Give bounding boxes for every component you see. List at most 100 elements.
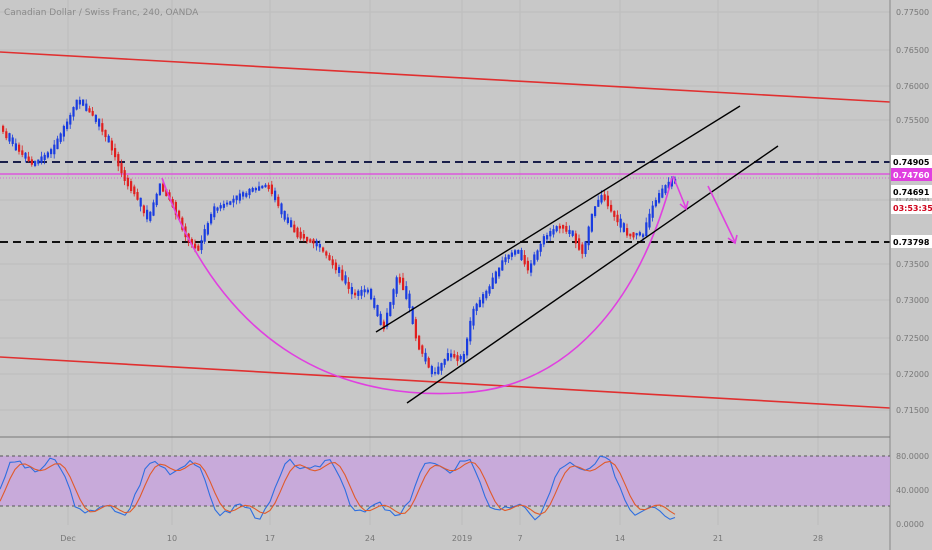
candle-body xyxy=(418,335,421,350)
channel-lower-line xyxy=(0,356,891,409)
candle-body xyxy=(520,249,523,261)
candle-body xyxy=(226,202,229,205)
candle-body xyxy=(635,233,638,236)
price-box xyxy=(891,201,932,214)
candle-body xyxy=(670,178,673,187)
oscillator-tick-label: 80.0000 xyxy=(896,452,929,461)
date-tick-label: 24 xyxy=(365,534,375,543)
price-box xyxy=(891,185,932,198)
price-box-label: 03:53:35 xyxy=(893,204,932,213)
candle-body xyxy=(43,154,46,161)
candle-body xyxy=(222,203,225,208)
candle-body xyxy=(357,290,360,296)
candle-body xyxy=(18,144,21,152)
candle-body xyxy=(578,238,581,250)
candle-body xyxy=(130,181,133,192)
candle-body xyxy=(149,211,152,221)
candle-body xyxy=(152,202,155,216)
candle-body xyxy=(78,99,81,105)
date-tick-label: 21 xyxy=(713,534,723,543)
date-tick-label: 7 xyxy=(517,534,522,543)
candle-body xyxy=(664,185,667,194)
candle-body xyxy=(405,286,408,299)
candle-body xyxy=(123,170,126,181)
candles xyxy=(2,96,677,378)
candle-body xyxy=(312,239,315,244)
candle-body xyxy=(344,275,347,284)
price-tick-label: 0.76000 xyxy=(896,82,929,91)
candle-body xyxy=(379,313,382,326)
candle-body xyxy=(645,222,648,237)
candle-body xyxy=(274,190,277,201)
candle-body xyxy=(117,154,120,167)
candle-body xyxy=(62,125,65,137)
candle-body xyxy=(648,213,651,228)
price-tick-label: 0.74500 xyxy=(896,196,929,205)
candle-body xyxy=(619,218,622,228)
candle-body xyxy=(334,262,337,271)
candle-body xyxy=(213,206,216,218)
candle-body xyxy=(475,303,478,311)
price-box-label: 0.74760 xyxy=(893,171,930,180)
date-tick-label: 2019 xyxy=(452,534,472,543)
candle-body xyxy=(190,238,193,246)
price-box xyxy=(891,155,932,168)
candle-body xyxy=(216,207,219,211)
price-box xyxy=(891,235,932,248)
candle-body xyxy=(325,251,328,256)
candle-body xyxy=(594,206,597,217)
candle-body xyxy=(72,107,75,117)
candle-body xyxy=(392,289,395,305)
rising-channel-upper xyxy=(375,105,741,333)
candle-body xyxy=(562,225,565,229)
candle-body xyxy=(450,353,453,358)
candle-body xyxy=(162,183,165,192)
date-tick-label: 14 xyxy=(615,534,625,543)
candle-body xyxy=(622,223,625,232)
candle-body xyxy=(232,198,235,203)
candle-body xyxy=(110,140,113,151)
candle-body xyxy=(472,308,475,326)
candle-body xyxy=(270,184,273,195)
candle-body xyxy=(277,196,280,207)
candle-body xyxy=(386,312,389,327)
candle-body xyxy=(11,137,14,144)
candle-body xyxy=(581,244,584,254)
candle-body xyxy=(354,292,357,296)
candle-body xyxy=(59,133,62,142)
candle-body xyxy=(82,99,85,106)
candle-body xyxy=(242,192,245,197)
candle-body xyxy=(514,250,517,255)
arrow-two-shaft xyxy=(707,185,736,243)
candle-body xyxy=(283,210,286,220)
price-tick-label: 0.71500 xyxy=(896,406,929,415)
candle-body xyxy=(376,305,379,317)
candle-body xyxy=(50,149,53,155)
oscillator-band xyxy=(0,456,890,506)
candle-body xyxy=(101,123,104,132)
candle-body xyxy=(360,289,363,296)
date-tick-label: 17 xyxy=(265,534,275,543)
candle-body xyxy=(267,184,270,190)
candle-body xyxy=(523,255,526,265)
candle-body xyxy=(462,353,465,362)
candle-body xyxy=(613,211,616,217)
candle-body xyxy=(315,240,318,247)
oscillator-panel: 80.0000 40.0000 0.0000 xyxy=(0,436,929,529)
candle-body xyxy=(478,299,481,308)
candle-body xyxy=(507,254,510,260)
level-lines xyxy=(0,161,890,243)
candle-body xyxy=(443,359,446,365)
candle-body xyxy=(555,226,558,232)
candle-body xyxy=(466,338,469,356)
rising-channel xyxy=(375,105,779,404)
candle-body xyxy=(597,199,600,207)
candle-body xyxy=(382,321,385,330)
candle-body xyxy=(139,197,142,207)
candle-body xyxy=(251,187,254,192)
candle-body xyxy=(56,138,59,150)
price-tick-label: 0.75500 xyxy=(896,116,929,125)
candle-body xyxy=(53,144,56,155)
candle-body xyxy=(286,217,289,224)
